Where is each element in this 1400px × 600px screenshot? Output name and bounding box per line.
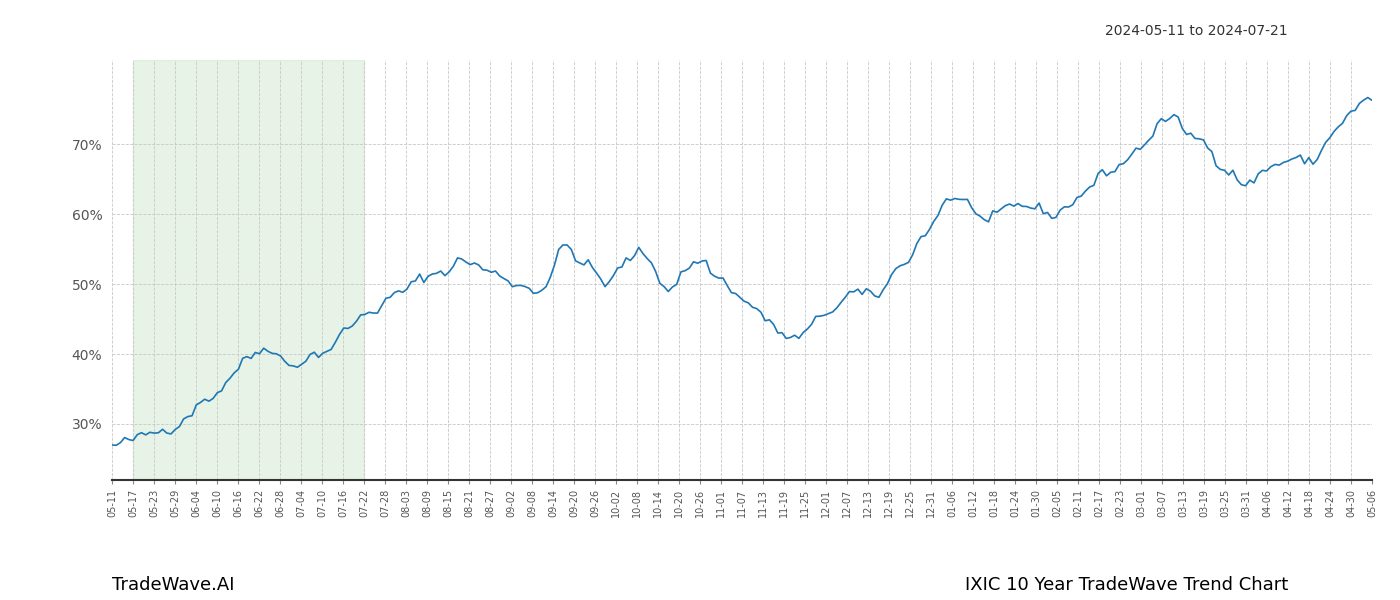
Bar	[133, 60, 364, 480]
Text: IXIC 10 Year TradeWave Trend Chart: IXIC 10 Year TradeWave Trend Chart	[965, 576, 1288, 594]
Text: TradeWave.AI: TradeWave.AI	[112, 576, 235, 594]
Text: 2024-05-11 to 2024-07-21: 2024-05-11 to 2024-07-21	[1106, 24, 1288, 38]
